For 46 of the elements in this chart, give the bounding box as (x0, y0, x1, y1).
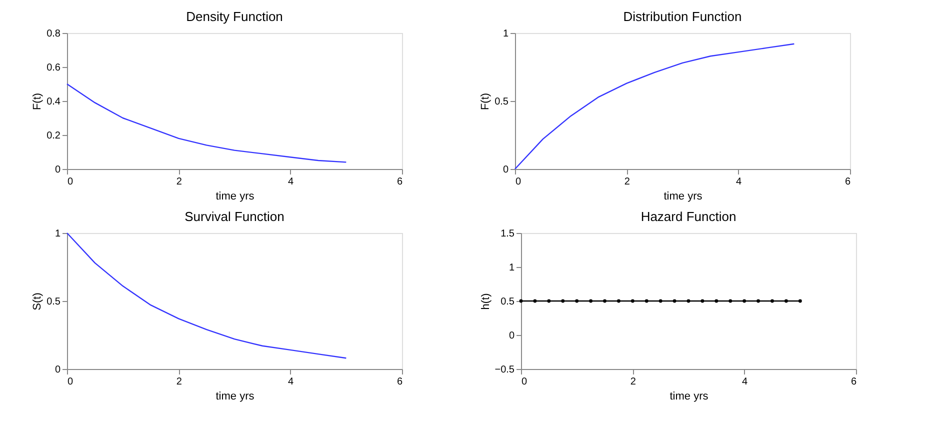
y-tick-label: 0 (54, 364, 61, 376)
y-tick-label: −0.5 (494, 364, 515, 376)
y-tick-label: 0.2 (46, 130, 61, 142)
x-axis-title: time yrs (670, 390, 709, 402)
y-axis-title: h(t) (480, 293, 492, 310)
x-tick-label: 6 (844, 176, 851, 188)
x-axis-title: time yrs (216, 390, 255, 402)
y-tick-label: 1 (54, 228, 61, 240)
y-tick-label: 0.5 (494, 96, 509, 108)
line-series (66, 83, 347, 163)
x-tick-label: 4 (742, 376, 748, 388)
y-tick-label: 0.5 (500, 296, 515, 308)
y-tick-label: 0.4 (46, 96, 61, 108)
x-tick-label: 4 (288, 176, 294, 188)
x-tick-label: 0 (522, 376, 528, 388)
chart-title: Density Function (186, 9, 283, 24)
y-tick-label: 0.6 (46, 62, 61, 74)
chart-title: Distribution Function (623, 9, 742, 24)
x-tick-label: 6 (396, 376, 403, 388)
x-tick-label: 2 (630, 376, 636, 388)
y-tick-label: 0 (508, 330, 515, 342)
line-series (514, 43, 795, 170)
y-axis-title: S(t) (32, 292, 44, 310)
y-tick-label: 0 (502, 164, 509, 176)
x-tick-label: 6 (850, 376, 857, 388)
x-tick-label: 4 (288, 376, 294, 388)
x-tick-label: 2 (624, 176, 630, 188)
x-tick-label: 2 (176, 376, 182, 388)
x-tick-label: 4 (736, 176, 742, 188)
y-axis-title: F(t) (32, 92, 44, 110)
y-tick-label: 0 (54, 164, 61, 176)
y-tick-label: 1 (502, 28, 509, 40)
y-tick-label: 1.5 (500, 228, 515, 240)
y-axis-title: F(t) (480, 92, 492, 110)
y-tick-label: 0.8 (46, 28, 61, 40)
chart-title: Survival Function (184, 209, 284, 224)
x-tick-label: 0 (68, 376, 74, 388)
x-tick-label: 0 (68, 176, 74, 188)
y-tick-label: 1 (508, 262, 515, 274)
x-tick-label: 2 (176, 176, 182, 188)
x-axis-title: time yrs (664, 190, 703, 202)
x-tick-label: 6 (396, 176, 403, 188)
x-axis-title: time yrs (216, 190, 255, 202)
chart-title: Hazard Function (640, 209, 736, 224)
line-series (66, 232, 347, 359)
y-tick-label: 0.5 (46, 296, 61, 308)
